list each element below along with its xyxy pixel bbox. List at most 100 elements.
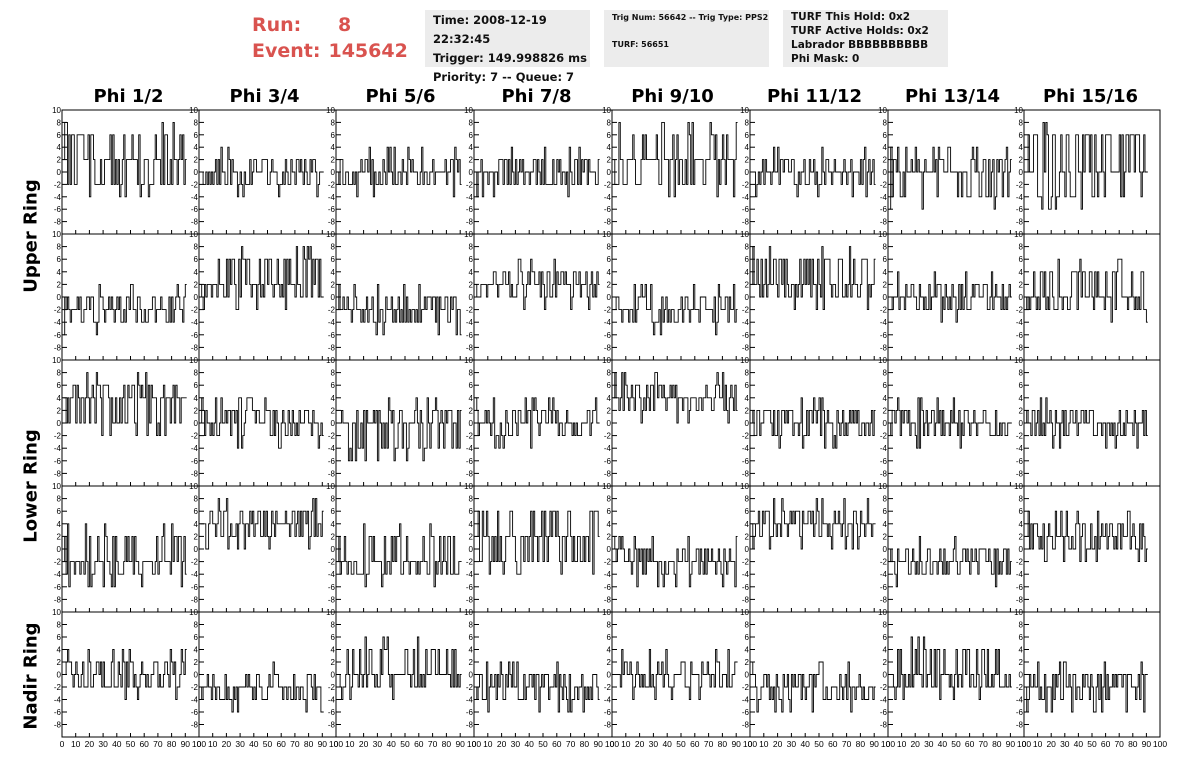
x-tick-label: 10 bbox=[208, 739, 218, 749]
y-tick-label: -8 bbox=[1016, 721, 1024, 730]
y-tick-label: 4 bbox=[1019, 394, 1024, 403]
x-tick-label: 20 bbox=[773, 739, 783, 749]
waveform-r3-c3 bbox=[475, 510, 600, 575]
y-tick-label: 0 bbox=[469, 671, 474, 680]
y-tick-label: 10 bbox=[602, 230, 611, 239]
y-tick-label: 0 bbox=[469, 293, 474, 302]
y-tick-label: -4 bbox=[1016, 318, 1024, 327]
y-tick-label: -2 bbox=[328, 432, 336, 441]
x-tick-label: 90 bbox=[181, 739, 191, 749]
y-tick-label: 2 bbox=[745, 156, 750, 165]
y-tick-label: -4 bbox=[191, 444, 199, 453]
y-tick-label: -4 bbox=[466, 696, 474, 705]
event-label: Event: bbox=[252, 40, 321, 62]
y-tick-label: 8 bbox=[1019, 118, 1024, 127]
y-tick-label: -8 bbox=[328, 595, 336, 604]
y-tick-label: -2 bbox=[191, 432, 199, 441]
y-tick-label: 2 bbox=[331, 156, 336, 165]
y-tick-label: -8 bbox=[191, 721, 199, 730]
waveform-r3-c4 bbox=[613, 535, 738, 588]
waveform-r3-c7 bbox=[1025, 510, 1148, 563]
y-tick-label: -4 bbox=[604, 318, 612, 327]
y-tick-label: -8 bbox=[466, 343, 474, 352]
trigger-text: Trigger: 149.998826 ms bbox=[433, 51, 587, 65]
y-tick-label: 6 bbox=[469, 131, 474, 140]
waveform-r4-c1 bbox=[200, 661, 324, 713]
y-tick-label: -4 bbox=[328, 570, 336, 579]
y-tick-label: -4 bbox=[742, 444, 750, 453]
y-tick-label: 2 bbox=[1019, 280, 1024, 289]
y-tick-label: 0 bbox=[883, 293, 888, 302]
priority-text: Priority: 7 -- Queue: 7 bbox=[433, 70, 575, 84]
y-tick-label: 10 bbox=[326, 482, 335, 491]
y-tick-label: 0 bbox=[194, 168, 199, 177]
y-tick-label: -6 bbox=[880, 708, 888, 717]
y-tick-label: -8 bbox=[328, 343, 336, 352]
y-tick-label: 8 bbox=[194, 369, 199, 378]
y-tick-label: 0 bbox=[607, 671, 612, 680]
y-tick-label: 0 bbox=[745, 545, 750, 554]
y-tick-label: 10 bbox=[602, 482, 611, 491]
x-tick-label: 0 bbox=[334, 739, 339, 749]
waveform-r1-c0 bbox=[63, 283, 187, 336]
waveform-r4-c2 bbox=[337, 636, 462, 700]
y-tick-label: -4 bbox=[880, 570, 888, 579]
x-tick-label: 20 bbox=[497, 739, 507, 749]
y-tick-label: 2 bbox=[469, 156, 474, 165]
y-tick-label: 2 bbox=[607, 406, 612, 415]
y-tick-label: 8 bbox=[194, 243, 199, 252]
y-tick-label: 8 bbox=[194, 621, 199, 630]
y-tick-label: 4 bbox=[57, 143, 62, 152]
waveform-r1-c2 bbox=[337, 283, 462, 336]
y-tick-label: 10 bbox=[52, 106, 61, 115]
y-tick-label: 8 bbox=[57, 118, 62, 127]
y-tick-label: 6 bbox=[1019, 633, 1024, 642]
y-tick-label: -4 bbox=[604, 570, 612, 579]
y-tick-label: 0 bbox=[883, 419, 888, 428]
run-value: 8 bbox=[338, 14, 352, 36]
y-tick-label: 4 bbox=[331, 394, 336, 403]
y-tick-label: -8 bbox=[604, 218, 612, 227]
y-tick-label: 0 bbox=[607, 545, 612, 554]
trig-num-text: Trig Num: 56642 -- Trig Type: PPS2 bbox=[612, 13, 769, 22]
y-tick-label: 6 bbox=[194, 255, 199, 264]
y-tick-label: 4 bbox=[607, 143, 612, 152]
y-tick-label: -6 bbox=[54, 457, 62, 466]
y-tick-label: -2 bbox=[1016, 558, 1024, 567]
y-tick-label: 10 bbox=[189, 106, 198, 115]
y-tick-label: 4 bbox=[883, 394, 888, 403]
y-tick-label: 4 bbox=[57, 268, 62, 277]
y-tick-label: -4 bbox=[604, 193, 612, 202]
x-tick-label: 100 bbox=[329, 739, 343, 749]
y-tick-label: 0 bbox=[57, 671, 62, 680]
y-tick-label: 2 bbox=[331, 280, 336, 289]
y-tick-label: 2 bbox=[883, 532, 888, 541]
y-tick-label: 10 bbox=[740, 230, 749, 239]
x-tick-label: 70 bbox=[428, 739, 438, 749]
x-tick-label: 80 bbox=[718, 739, 728, 749]
y-tick-label: 4 bbox=[469, 394, 474, 403]
y-tick-label: 0 bbox=[607, 293, 612, 302]
x-tick-label: 40 bbox=[938, 739, 948, 749]
y-tick-label: 2 bbox=[57, 532, 62, 541]
x-tick-label: 40 bbox=[524, 739, 534, 749]
y-tick-label: 10 bbox=[740, 608, 749, 617]
y-tick-label: -8 bbox=[54, 721, 62, 730]
y-tick-label: 4 bbox=[607, 520, 612, 529]
y-tick-label: -8 bbox=[604, 595, 612, 604]
y-tick-label: -4 bbox=[466, 444, 474, 453]
y-tick-label: 6 bbox=[194, 381, 199, 390]
y-tick-label: -4 bbox=[191, 696, 199, 705]
y-tick-label: 8 bbox=[57, 243, 62, 252]
y-tick-label: 2 bbox=[331, 406, 336, 415]
y-tick-label: -8 bbox=[54, 469, 62, 478]
y-tick-label: -4 bbox=[191, 570, 199, 579]
y-tick-label: 6 bbox=[194, 507, 199, 516]
y-tick-label: 10 bbox=[602, 608, 611, 617]
waveform-r3-c5 bbox=[751, 498, 876, 550]
y-tick-label: 2 bbox=[57, 406, 62, 415]
y-tick-label: 2 bbox=[57, 280, 62, 289]
y-tick-label: -8 bbox=[466, 721, 474, 730]
y-tick-label: -6 bbox=[328, 708, 336, 717]
y-tick-label: -8 bbox=[191, 595, 199, 604]
